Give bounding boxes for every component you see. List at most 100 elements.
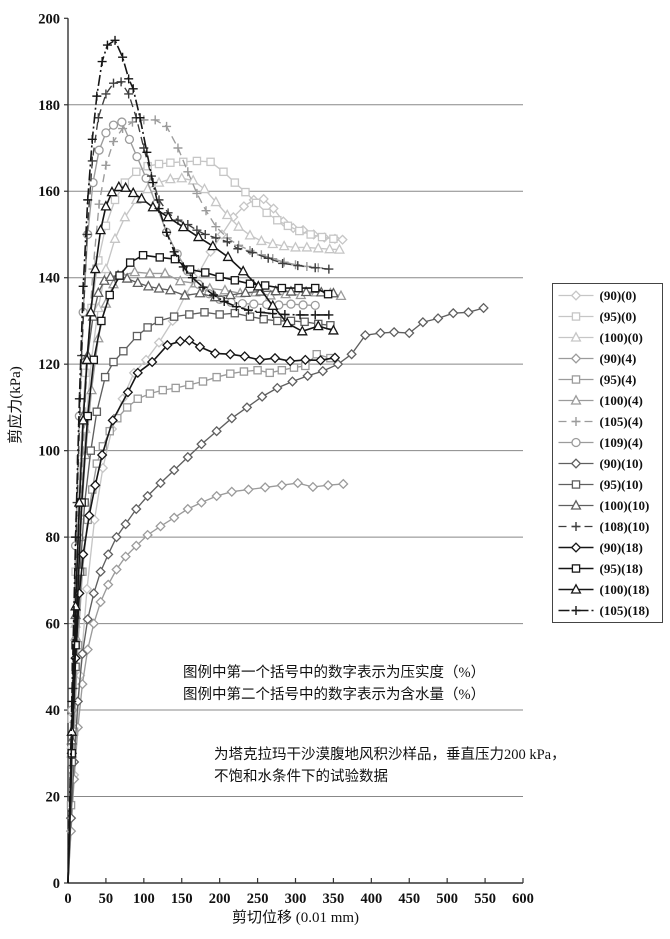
plus-marker <box>148 178 158 188</box>
circle-marker <box>108 120 119 130</box>
diamond-marker <box>182 503 194 515</box>
plus-marker <box>211 233 221 243</box>
legend-label: (90)(4) <box>600 351 637 366</box>
triangle-marker <box>92 301 104 313</box>
plus-marker <box>82 229 92 239</box>
triangle-marker <box>278 240 290 251</box>
diamond-marker <box>209 348 221 359</box>
diamond-marker <box>168 464 180 476</box>
plus-marker <box>116 77 126 87</box>
plus-marker <box>135 113 145 123</box>
diamond-marker <box>256 391 268 402</box>
diamond-marker <box>153 337 165 348</box>
plus-marker <box>142 147 152 157</box>
triangle-marker <box>159 267 171 278</box>
triangle-marker <box>296 325 308 336</box>
y-tick-label: 40 <box>46 703 61 719</box>
circle-marker <box>132 152 142 162</box>
diamond-marker <box>226 486 238 497</box>
legend-label: (90)(10) <box>600 456 643 471</box>
triangle-marker <box>312 242 324 253</box>
square-marker <box>170 254 180 264</box>
triangle-marker <box>120 181 132 192</box>
plus-marker <box>162 227 172 237</box>
plus-marker <box>92 91 102 101</box>
circle-marker <box>101 128 111 138</box>
series-line <box>67 339 336 884</box>
diamond-marker <box>111 531 122 543</box>
plus-marker <box>87 134 97 144</box>
diamond-marker <box>317 365 329 377</box>
chart-annotation: 图例中第二个括号中的数字表示为含水量（%） <box>183 685 485 703</box>
triangle-marker <box>207 240 219 251</box>
diamond-marker <box>432 313 444 324</box>
square-marker <box>155 253 165 262</box>
triangle-marker <box>327 324 339 335</box>
diamond-marker <box>258 193 269 205</box>
square-marker <box>100 372 110 382</box>
x-tick-label: 500 <box>436 891 458 907</box>
plus-marker <box>101 160 111 170</box>
triangle-marker <box>153 282 165 293</box>
series-(95)(4) <box>66 349 335 884</box>
square-marker <box>571 375 581 384</box>
triangle-marker <box>210 195 222 207</box>
diamond-marker <box>81 583 93 595</box>
x-tick-label: 50 <box>99 891 114 907</box>
square-marker <box>259 314 268 324</box>
plus-marker <box>102 40 112 50</box>
plus-marker <box>67 696 77 706</box>
diamond-marker <box>346 349 357 360</box>
plus-marker <box>310 310 320 320</box>
legend-label: (105)(4) <box>600 414 643 429</box>
triangle-marker <box>86 384 97 395</box>
square-marker <box>145 389 155 398</box>
triangle-marker <box>104 270 116 281</box>
legend-item-(90)(18): (90)(18) <box>558 540 643 555</box>
triangle-marker <box>85 306 97 317</box>
diamond-marker <box>184 335 195 346</box>
square-marker <box>245 279 255 289</box>
diamond-marker <box>238 201 250 212</box>
diamond-marker <box>287 376 298 387</box>
diamond-marker <box>448 307 459 319</box>
legend-label: (100)(18) <box>600 582 650 597</box>
diamond-marker <box>155 477 166 489</box>
legend-item-(100)(0): (100)(0) <box>558 330 643 345</box>
legend-item-(100)(4): (100)(4) <box>558 393 643 408</box>
square-marker <box>138 250 148 260</box>
plus-marker <box>293 261 303 271</box>
diamond-marker <box>388 326 400 338</box>
legend-item-(95)(4): (95)(4) <box>558 372 636 387</box>
triangle-marker <box>324 243 336 254</box>
triangle-marker <box>300 285 312 297</box>
triangle-marker <box>221 208 233 220</box>
triangle-marker <box>570 394 582 405</box>
plus-marker <box>200 229 210 239</box>
plus-marker <box>101 89 111 99</box>
square-marker <box>295 226 304 236</box>
square-marker <box>206 157 215 167</box>
plus-marker <box>110 35 120 45</box>
legend-label: (95)(18) <box>600 561 643 576</box>
triangle-marker <box>199 183 210 194</box>
triangle-marker <box>237 265 249 276</box>
diamond-marker <box>570 458 582 469</box>
diamond-marker <box>88 618 100 629</box>
series-line <box>67 311 331 884</box>
legend-label: (105)(18) <box>600 603 650 618</box>
triangle-marker <box>81 353 93 365</box>
diamond-marker <box>254 354 266 366</box>
chart-annotation: 为塔克拉玛干沙漠腹地风积沙样品，垂直压力200 kPa， <box>214 746 566 763</box>
diamond-marker <box>315 355 326 366</box>
plus-marker <box>71 532 81 542</box>
legend-item-(100)(10): (100)(10) <box>558 498 649 513</box>
plus-marker <box>94 199 104 209</box>
legend-label: (90)(0) <box>600 288 637 303</box>
plus-marker <box>109 78 118 88</box>
square-marker <box>101 221 111 231</box>
square-marker <box>230 308 240 318</box>
square-marker <box>277 283 287 293</box>
square-marker <box>125 258 135 267</box>
